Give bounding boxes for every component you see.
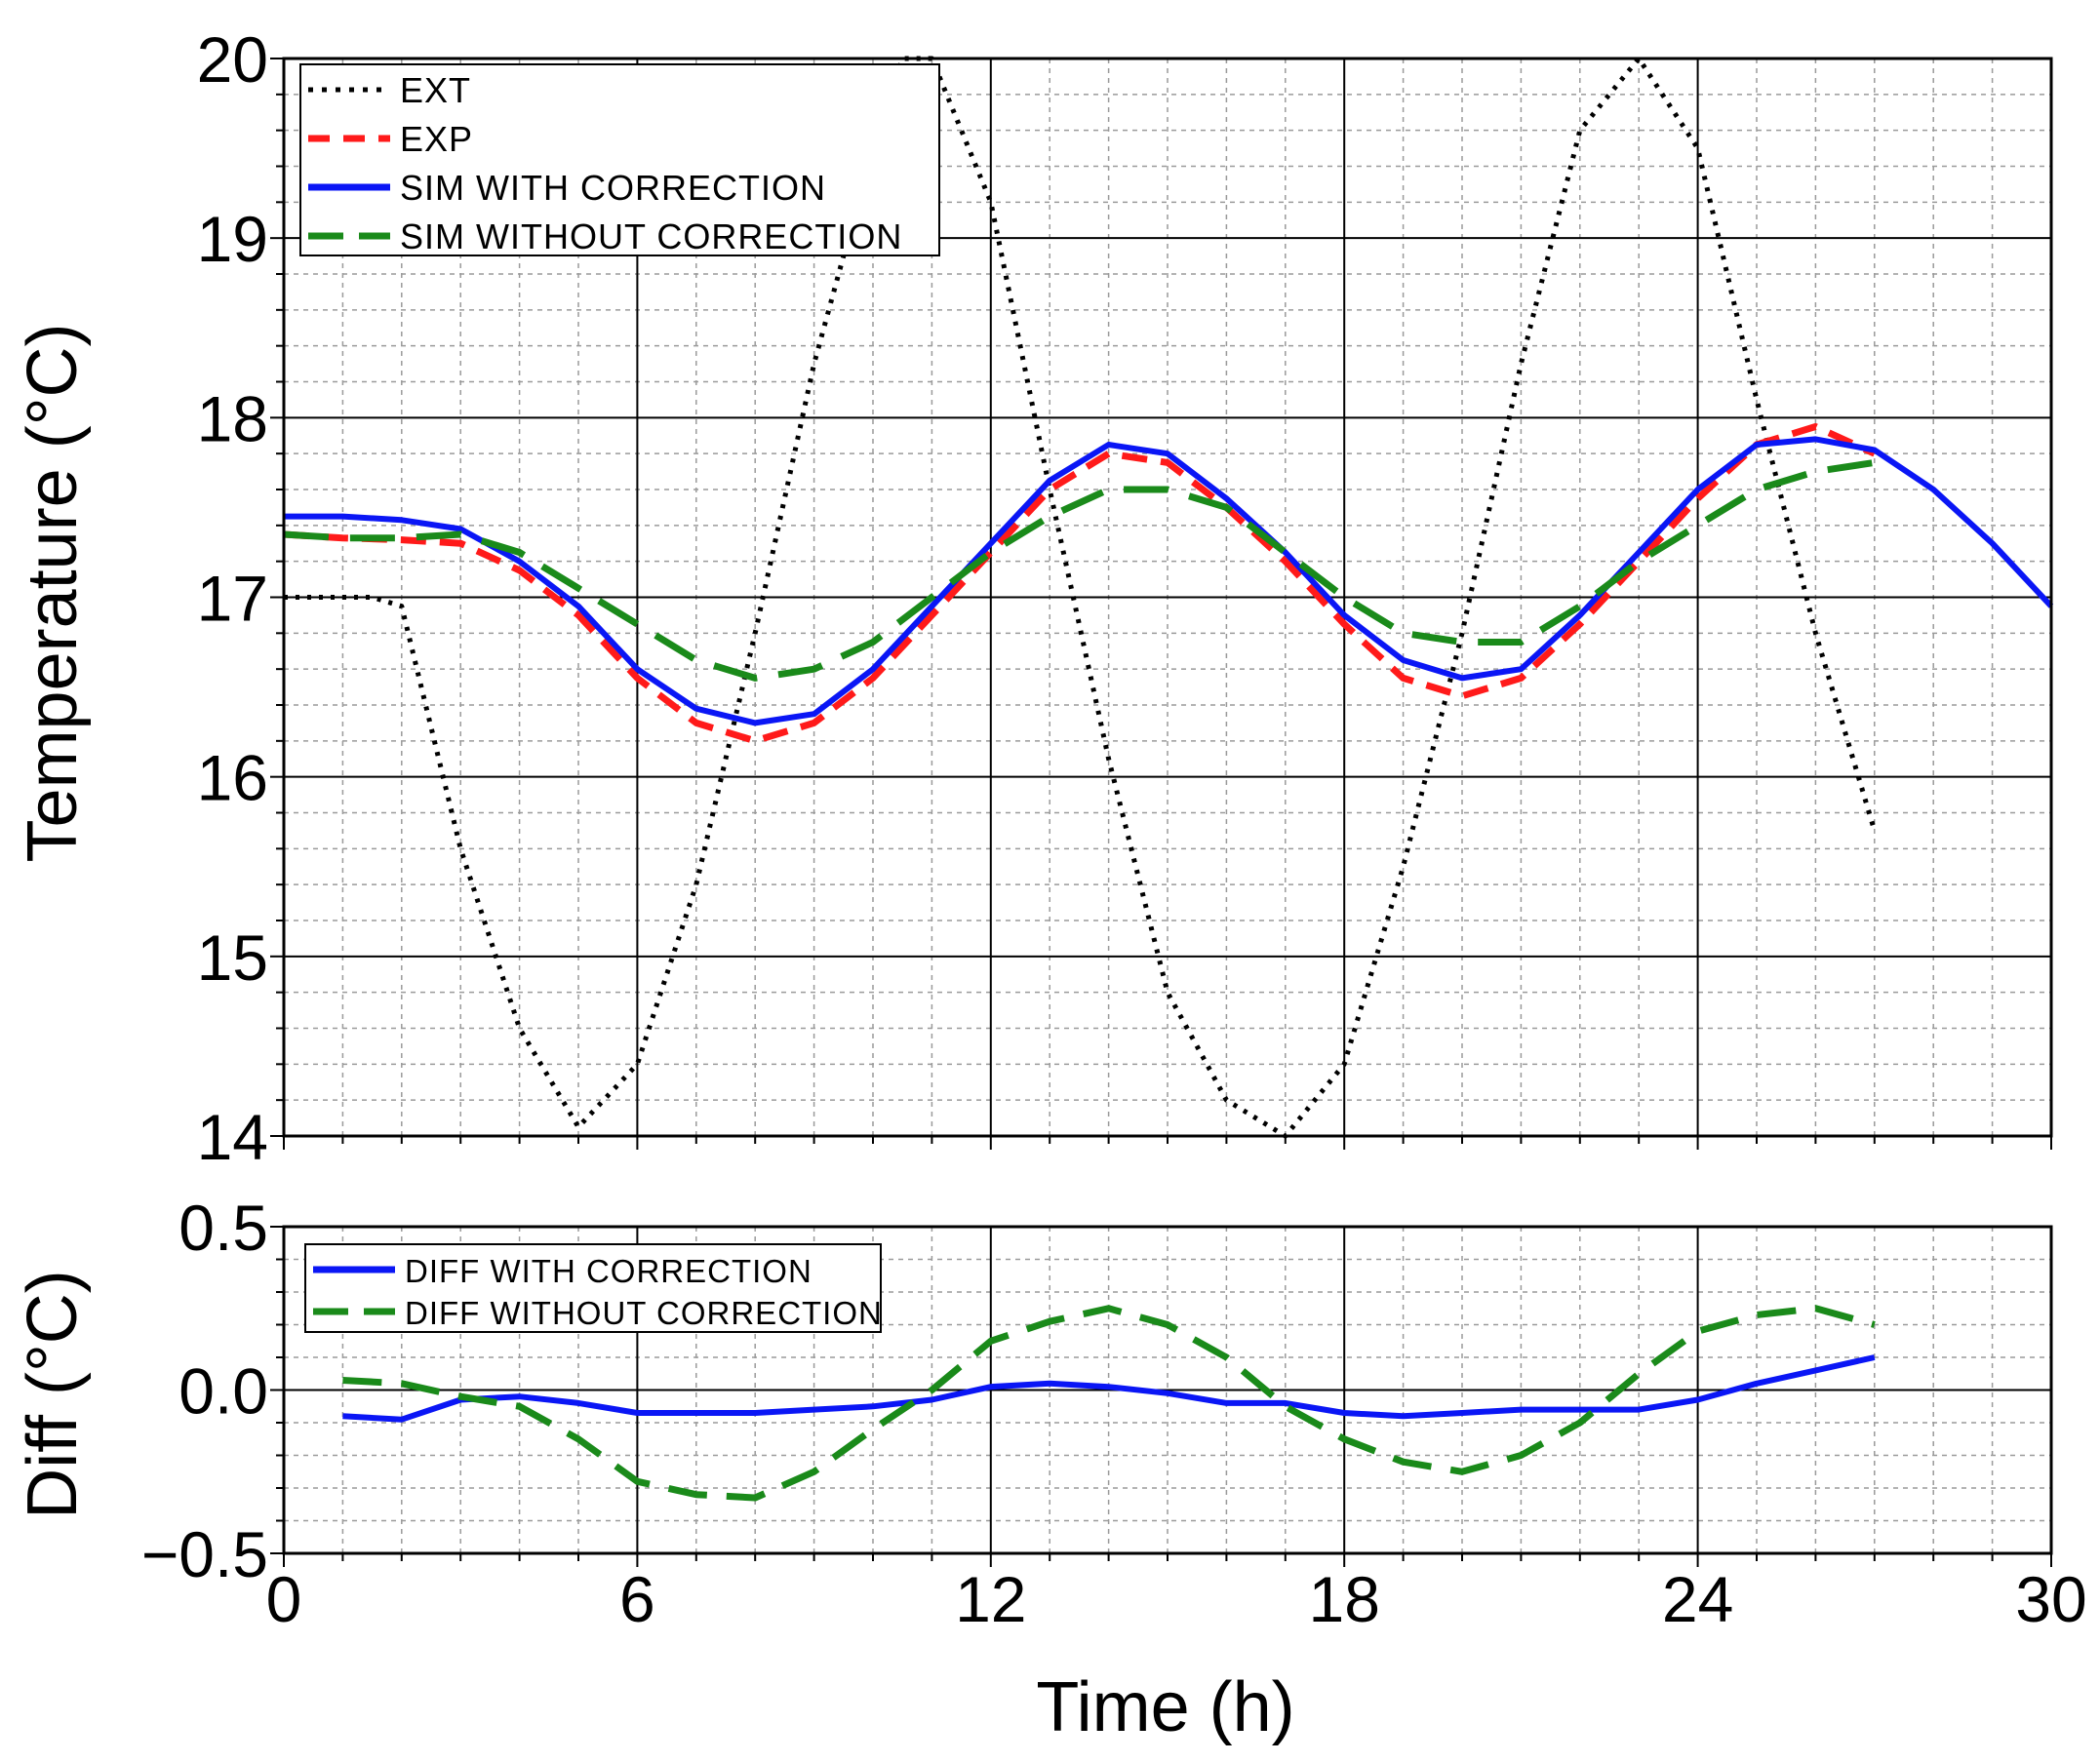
temperature-y-axis-title: Temperature (°C) bbox=[14, 324, 92, 863]
diff-panel: −0.5 0.0 0.5 0 6 12 18 24 30 DIFF WITH CORRECTI… bbox=[14, 1192, 2087, 1746]
series-line-sim-with-correction bbox=[284, 436, 2054, 726]
series-line-exp bbox=[283, 423, 1877, 745]
x-tick-label: 18 bbox=[1308, 1563, 1379, 1635]
x-tick-label: 12 bbox=[955, 1563, 1026, 1635]
temperature-series-group bbox=[283, 56, 2054, 1139]
diff-y-tick-labels: −0.5 0.0 0.5 bbox=[141, 1192, 268, 1590]
diff-y-axis-title: Diff (°C) bbox=[14, 1270, 92, 1518]
x-tick-label: 0 bbox=[266, 1563, 302, 1635]
legend-box bbox=[299, 63, 940, 256]
legend-label-ext: EXT bbox=[400, 70, 471, 110]
y-tick-label: 19 bbox=[197, 203, 268, 275]
legend-label-sim-without-correction: SIM WITHOUT CORRECTION bbox=[400, 216, 902, 256]
series-line-sim-without-correction bbox=[283, 458, 1876, 682]
series-line-diff-with-correction bbox=[342, 1354, 1876, 1423]
y-tick-label: 20 bbox=[197, 23, 268, 96]
legend-box bbox=[304, 1243, 882, 1333]
temperature-y-tick-labels: 14 15 16 17 18 19 20 bbox=[197, 23, 268, 1173]
y-tick-label: 14 bbox=[197, 1101, 268, 1173]
diff-series-group bbox=[342, 1305, 1876, 1502]
x-tick-label: 30 bbox=[2015, 1563, 2086, 1635]
y-tick-label: −0.5 bbox=[141, 1518, 268, 1590]
legend-label-diff-without-correction: DIFF WITHOUT CORRECTION bbox=[405, 1295, 883, 1331]
y-tick-label: 16 bbox=[197, 742, 268, 814]
y-tick-label: 0.0 bbox=[178, 1355, 268, 1428]
temperature-tick-marks bbox=[270, 58, 2052, 1150]
x-tick-label: 24 bbox=[1662, 1563, 1733, 1635]
diff-tick-marks bbox=[270, 1226, 2052, 1567]
diff-legend: DIFF WITH CORRECTION DIFF WITHOUT CORRECT… bbox=[304, 1243, 883, 1333]
temperature-legend: EXT EXP SIM WITH CORRECTION SIM WITHOUT COR… bbox=[299, 63, 940, 256]
series-line-diff-without-correction bbox=[342, 1305, 1876, 1502]
y-tick-label: 17 bbox=[197, 563, 268, 635]
temperature-panel: 14 15 16 17 18 19 20 EXT EXP SIM WITH CORRECTION… bbox=[14, 23, 2054, 1173]
y-tick-label: 15 bbox=[197, 921, 268, 994]
legend-label-exp: EXP bbox=[400, 119, 473, 159]
x-tick-labels: 0 6 12 18 24 30 bbox=[266, 1563, 2087, 1635]
legend-label-sim-with-correction: SIM WITH CORRECTION bbox=[400, 168, 826, 208]
y-tick-label: 18 bbox=[197, 382, 268, 454]
x-axis-title: Time (h) bbox=[1036, 1668, 1294, 1746]
y-tick-label: 0.5 bbox=[178, 1192, 268, 1264]
series-line-ext bbox=[284, 56, 1878, 1139]
x-tick-label: 6 bbox=[619, 1563, 655, 1635]
legend-label-diff-with-correction: DIFF WITH CORRECTION bbox=[405, 1253, 812, 1289]
